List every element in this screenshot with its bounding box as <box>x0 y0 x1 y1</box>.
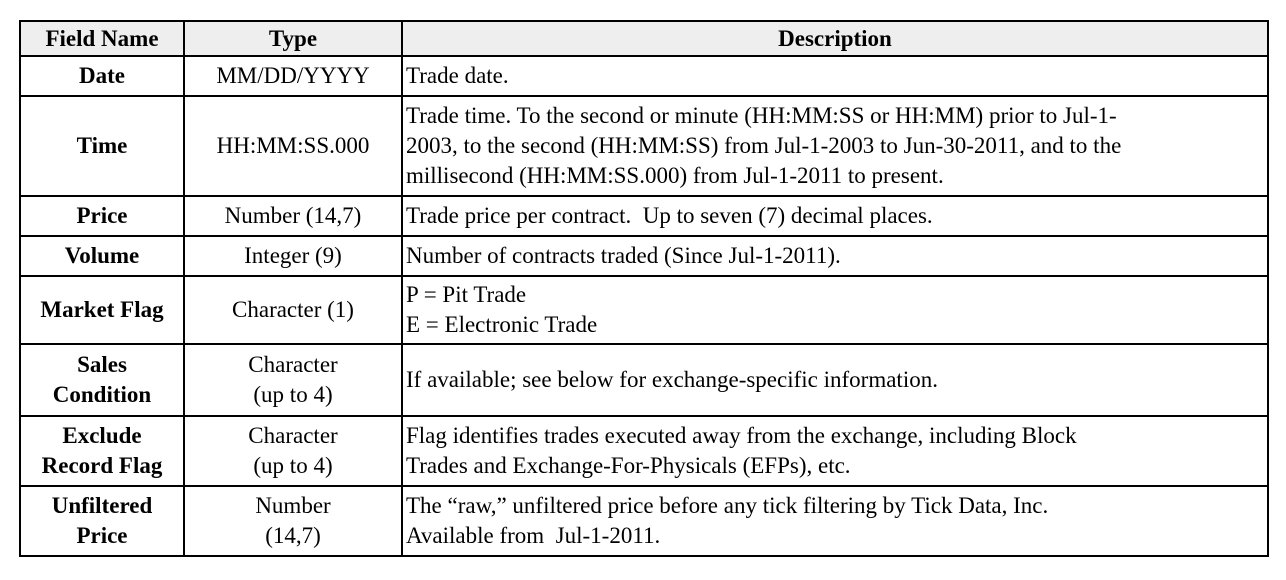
field-name-text: Condition <box>52 382 152 407</box>
table-row-unfiltered-price: Unfiltered Price Number (14,7) The “raw,… <box>19 485 1269 557</box>
field-name-text: Exclude <box>62 423 142 448</box>
description-cell: Trade time. To the second or minute (HH:… <box>401 95 1269 197</box>
description-cell: Number of contracts traded (Since Jul-1-… <box>401 235 1269 277</box>
field-name-cell: Market Flag <box>19 275 185 345</box>
field-spec-table: Field Name Type Description Date MM/DD/Y… <box>19 20 1269 557</box>
description-cell: If available; see below for exchange-spe… <box>401 343 1269 417</box>
type-text: (up to 4) <box>253 382 333 407</box>
field-name-text: Volume <box>64 243 140 268</box>
type-text: Number (14,7) <box>224 203 362 228</box>
header-description: Description <box>401 20 1269 57</box>
description-cell: Trade date. <box>401 55 1269 97</box>
description-text: Number of contracts traded (Since Jul-1-… <box>406 243 841 268</box>
type-cell: Character (1) <box>183 275 403 345</box>
description-text: E = Electronic Trade <box>406 312 598 337</box>
field-name-cell: Sales Condition <box>19 343 185 417</box>
description-text: The “raw,” unfiltered price before any t… <box>406 493 1049 518</box>
description-text: Flag identifies trades executed away fro… <box>406 423 1077 448</box>
header-field-name: Field Name <box>19 20 185 57</box>
field-name-text: Sales <box>77 352 127 377</box>
field-name-text: Date <box>79 63 125 88</box>
table-row-date: Date MM/DD/YYYY Trade date. <box>19 55 1269 97</box>
description-cell: Flag identifies trades executed away fro… <box>401 415 1269 487</box>
field-name-cell: Price <box>19 195 185 237</box>
type-cell: Integer (9) <box>183 235 403 277</box>
description-text: millisecond (HH:MM:SS.000) from Jul-1-20… <box>406 163 944 188</box>
type-text: MM/DD/YYYY <box>216 63 370 88</box>
field-name-text: Price <box>76 523 128 548</box>
description-cell: The “raw,” unfiltered price before any t… <box>401 485 1269 557</box>
field-name-cell: Volume <box>19 235 185 277</box>
table-row-exclude-record-flag: Exclude Record Flag Character (up to 4) … <box>19 415 1269 487</box>
table-row-volume: Volume Integer (9) Number of contracts t… <box>19 235 1269 277</box>
type-text: (up to 4) <box>253 453 333 478</box>
type-text: Character <box>248 423 338 448</box>
type-text: Character (1) <box>232 297 354 322</box>
description-text: Trade date. <box>406 63 509 88</box>
header-type: Type <box>183 20 403 57</box>
description-text: P = Pit Trade <box>406 282 527 307</box>
type-cell: Character (up to 4) <box>183 343 403 417</box>
description-cell: Trade price per contract. Up to seven (7… <box>401 195 1269 237</box>
type-cell: MM/DD/YYYY <box>183 55 403 97</box>
type-text: HH:MM:SS.000 <box>216 133 370 158</box>
field-name-cell: Date <box>19 55 185 97</box>
type-cell: Character (up to 4) <box>183 415 403 487</box>
table-row-market-flag: Market Flag Character (1) P = Pit Trade … <box>19 275 1269 345</box>
type-cell: Number (14,7) <box>183 485 403 557</box>
table-row-time: Time HH:MM:SS.000 Trade time. To the sec… <box>19 95 1269 197</box>
table-row-price: Price Number (14,7) Trade price per cont… <box>19 195 1269 237</box>
field-name-text: Price <box>76 203 128 228</box>
field-name-text: Market Flag <box>40 297 164 322</box>
field-name-text: Time <box>76 133 128 158</box>
description-text: Trade time. To the second or minute (HH:… <box>406 103 1117 128</box>
type-cell: HH:MM:SS.000 <box>183 95 403 197</box>
description-text: Available from Jul-1-2011. <box>406 523 661 548</box>
field-name-text: Record Flag <box>41 453 163 478</box>
description-text: If available; see below for exchange-spe… <box>406 367 938 392</box>
description-text: 2003, to the second (HH:MM:SS) from Jul-… <box>406 133 1122 158</box>
description-text: Trade price per contract. Up to seven (7… <box>406 203 933 228</box>
description-cell: P = Pit Trade E = Electronic Trade <box>401 275 1269 345</box>
type-cell: Number (14,7) <box>183 195 403 237</box>
field-name-text: Unfiltered <box>51 493 153 518</box>
field-name-cell: Unfiltered Price <box>19 485 185 557</box>
header-row: Field Name Type Description <box>19 20 1269 57</box>
table-row-sales-condition: Sales Condition Character (up to 4) If a… <box>19 343 1269 417</box>
description-text: Trades and Exchange-For-Physicals (EFPs)… <box>406 453 851 478</box>
type-text: Integer (9) <box>244 243 342 268</box>
field-name-cell: Time <box>19 95 185 197</box>
type-text: (14,7) <box>265 523 321 548</box>
field-name-cell: Exclude Record Flag <box>19 415 185 487</box>
type-text: Number <box>255 493 331 518</box>
type-text: Character <box>248 352 338 377</box>
